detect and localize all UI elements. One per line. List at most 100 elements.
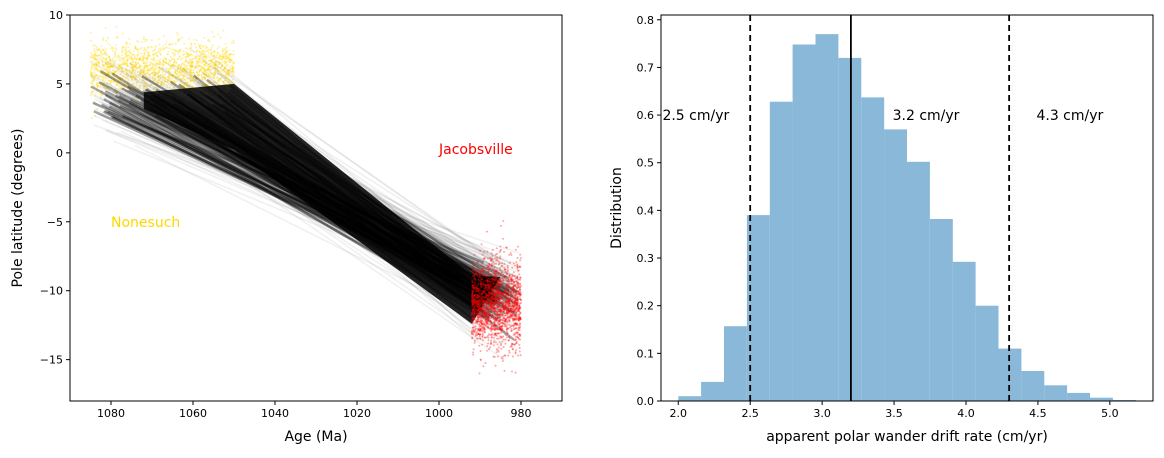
nonesuch-point xyxy=(184,57,187,60)
nonesuch-point xyxy=(105,47,108,50)
nonesuch-point xyxy=(197,82,200,85)
nonesuch-point xyxy=(90,63,93,66)
nonesuch-point xyxy=(100,91,103,94)
nonesuch-point xyxy=(185,65,187,68)
nonesuch-point xyxy=(144,40,147,43)
nonesuch-point xyxy=(129,62,132,64)
nonesuch-point xyxy=(124,61,127,64)
nonesuch-point xyxy=(108,74,111,77)
nonesuch-point xyxy=(138,95,140,98)
nonesuch-point xyxy=(164,47,167,49)
nonesuch-point xyxy=(97,62,100,65)
jacobsville-point xyxy=(502,346,505,349)
nonesuch-point xyxy=(231,78,234,81)
jacobsville-point xyxy=(473,341,476,344)
jacobsville-point xyxy=(518,288,521,291)
nonesuch-point xyxy=(113,60,116,63)
nonesuch-point xyxy=(123,62,126,65)
nonesuch-point xyxy=(169,76,172,79)
nonesuch-point xyxy=(117,64,120,67)
nonesuch-point xyxy=(149,54,152,57)
nonesuch-point xyxy=(148,64,151,66)
nonesuch-point xyxy=(195,78,198,81)
nonesuch-point xyxy=(90,82,93,85)
nonesuch-point xyxy=(217,56,220,59)
nonesuch-point xyxy=(132,74,135,77)
nonesuch-point xyxy=(206,69,209,72)
nonesuch-point xyxy=(116,37,119,39)
nonesuch-point xyxy=(111,66,114,69)
nonesuch-point xyxy=(186,64,189,67)
nonesuch-point xyxy=(202,55,205,58)
jacobsville-point xyxy=(472,326,474,329)
nonesuch-point xyxy=(225,73,228,76)
jacobsville-point xyxy=(501,357,504,360)
nonesuch-point xyxy=(203,77,206,79)
jacobsville-point xyxy=(518,304,521,307)
nonesuch-point xyxy=(152,71,155,74)
nonesuch-point xyxy=(162,47,165,50)
nonesuch-point xyxy=(185,84,188,87)
nonesuch-point xyxy=(217,52,220,54)
jacobsville-point xyxy=(479,350,482,353)
nonesuch-point xyxy=(197,81,200,84)
nonesuch-point xyxy=(89,94,92,97)
nonesuch-point xyxy=(215,82,218,84)
jacobsville-point xyxy=(497,295,500,297)
nonesuch-point xyxy=(204,77,207,80)
jacobsville-point xyxy=(477,318,480,321)
nonesuch-point xyxy=(181,78,183,80)
nonesuch-point xyxy=(205,65,208,68)
jacobsville-point xyxy=(477,282,480,285)
jacobsville-point xyxy=(516,265,519,268)
jacobsville-point xyxy=(486,349,488,352)
nonesuch-point xyxy=(91,60,94,63)
jacobsville-point xyxy=(514,335,517,338)
jacobsville-point xyxy=(505,336,508,339)
nonesuch-point xyxy=(182,50,185,53)
nonesuch-point xyxy=(197,74,200,77)
jacobsville-point xyxy=(474,282,477,285)
nonesuch-point xyxy=(99,57,102,60)
marker-label-1: 3.2 cm/yr xyxy=(893,108,960,124)
jacobsville-point xyxy=(472,351,474,354)
jacobsville-point xyxy=(493,302,496,305)
nonesuch-point xyxy=(200,74,203,76)
jacobsville-point xyxy=(506,280,509,283)
nonesuch-point xyxy=(208,73,211,76)
nonesuch-point xyxy=(168,80,171,83)
nonesuch-point xyxy=(208,74,211,77)
nonesuch-point xyxy=(142,79,144,82)
nonesuch-point xyxy=(186,81,189,84)
nonesuch-point xyxy=(162,59,165,62)
nonesuch-point xyxy=(163,81,166,83)
jacobsville-point xyxy=(472,275,475,278)
jacobsville-point xyxy=(501,319,504,322)
nonesuch-point xyxy=(217,69,220,72)
nonesuch-point xyxy=(170,63,173,66)
nonesuch-point xyxy=(215,63,218,66)
nonesuch-point xyxy=(101,71,104,74)
nonesuch-point xyxy=(93,44,96,47)
jacobsville-point xyxy=(509,326,511,329)
nonesuch-point xyxy=(221,49,224,52)
nonesuch-point xyxy=(207,52,210,55)
nonesuch-point xyxy=(172,75,175,78)
nonesuch-point xyxy=(160,83,163,86)
jacobsville-point xyxy=(494,341,497,344)
nonesuch-point xyxy=(214,56,217,59)
jacobsville-point xyxy=(497,337,500,340)
nonesuch-point xyxy=(152,71,155,73)
nonesuch-point xyxy=(91,56,94,59)
jacobsville-point xyxy=(487,342,490,345)
nonesuch-point xyxy=(143,62,146,65)
jacobsville-point xyxy=(508,351,511,354)
nonesuch-point xyxy=(93,68,96,71)
nonesuch-point xyxy=(156,55,159,58)
nonesuch-point xyxy=(124,53,127,55)
nonesuch-point xyxy=(121,51,124,54)
jacobsville-point xyxy=(480,326,483,328)
nonesuch-point xyxy=(211,76,214,79)
nonesuch-point xyxy=(89,56,92,59)
nonesuch-point xyxy=(142,36,145,39)
